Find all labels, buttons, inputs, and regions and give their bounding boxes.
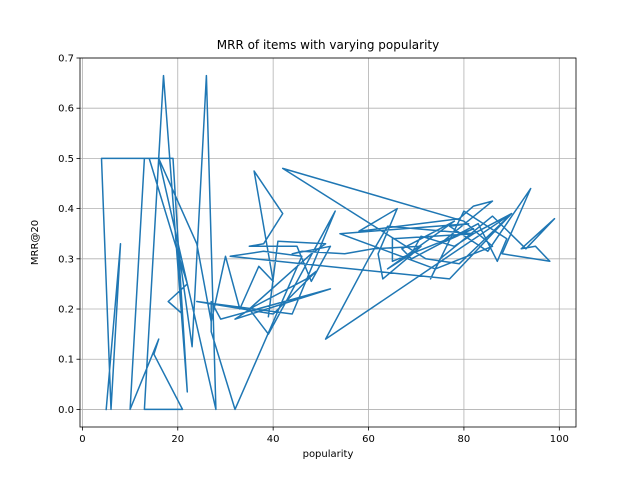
series-group (100, 74, 556, 411)
x-tick-label: 20 (171, 434, 184, 445)
y-tick-label: 0.2 (58, 305, 74, 316)
x-axis-label: popularity (303, 449, 354, 460)
ticks: 0 20 40 60 80 100 0.0 0.1 0.2 0.3 0.4 0.5 0.6 0.7 (58, 54, 569, 446)
x-tick-label: 80 (458, 434, 471, 445)
y-tick-label: 0.3 (58, 254, 74, 265)
y-tick-label: 0.5 (58, 154, 74, 165)
y-tick-label: 0.7 (58, 54, 74, 65)
y-tick-label: 0.1 (58, 355, 74, 366)
x-tick-label: 0 (79, 434, 85, 445)
y-tick-label: 0.4 (58, 204, 74, 215)
y-axis-label: MRR@20 (30, 220, 41, 265)
axes-frame (79, 57, 577, 428)
chart-title: MRR of items with varying popularity (217, 38, 439, 52)
x-tick-label: 60 (362, 434, 375, 445)
y-tick-label: 0.0 (58, 405, 74, 416)
x-tick-label: 40 (267, 434, 280, 445)
x-tick-label: 100 (550, 434, 569, 445)
series-line-0 (100, 74, 556, 411)
y-tick-label: 0.6 (58, 104, 74, 115)
